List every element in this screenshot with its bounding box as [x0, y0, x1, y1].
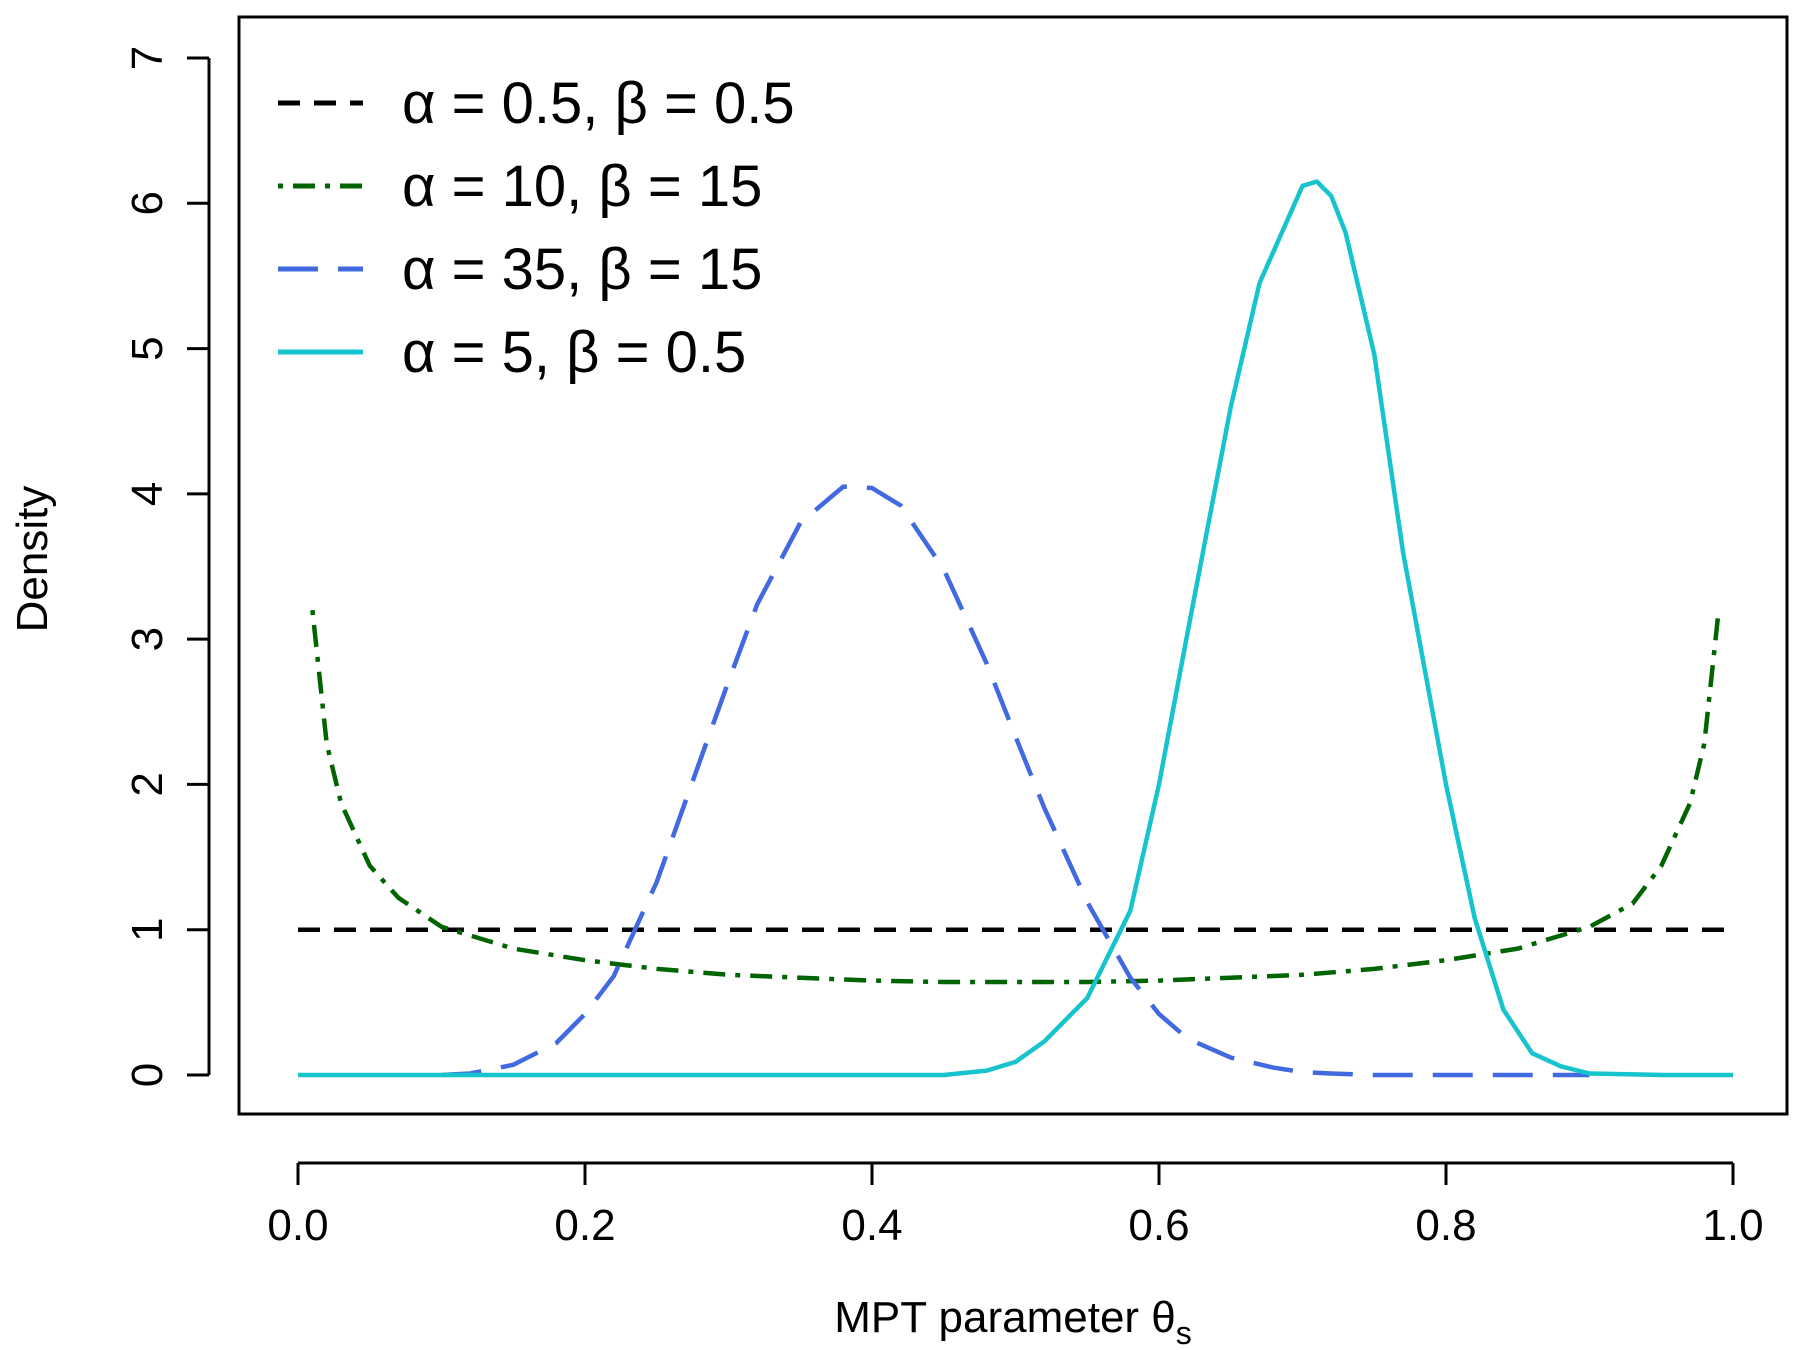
y-tick-label: 7	[123, 46, 172, 70]
y-tick-label: 2	[123, 772, 172, 796]
legend-label-4: α = 5, β = 0.5	[402, 320, 746, 385]
y-tick-label: 6	[123, 191, 172, 215]
x-tick-label: 0.4	[841, 1201, 902, 1250]
y-tick-label: 1	[123, 917, 172, 941]
y-tick-label: 0	[123, 1063, 172, 1087]
y-tick-label: 5	[123, 336, 172, 360]
plot-frame	[237, 15, 1789, 1116]
x-tick-label: 0.2	[554, 1201, 615, 1250]
x-axis: 0.0 0.2 0.4 0.6 0.8 1.0	[267, 1161, 1764, 1250]
legend: α = 0.5, β = 0.5 α = 10, β = 15 α = 35, β …	[278, 71, 795, 385]
y-tick-label: 4	[123, 482, 172, 506]
y-tick-label: 3	[123, 627, 172, 651]
legend-label-1: α = 0.5, β = 0.5	[402, 71, 795, 136]
x-tick-label: 1.0	[1702, 1201, 1763, 1250]
series-line-3	[441, 484, 1590, 1078]
legend-label-2: α = 10, β = 15	[402, 154, 762, 219]
x-axis-title: MPT parameter θs	[834, 1293, 1192, 1350]
series-line-4	[298, 179, 1733, 1078]
y-axis: 0 1 2 3 4 5 6 7	[123, 46, 211, 1087]
x-tick-label: 0.6	[1128, 1201, 1189, 1250]
legend-label-3: α = 35, β = 15	[402, 237, 762, 302]
y-axis-title: Density	[8, 486, 57, 633]
x-tick-label: 0.8	[1415, 1201, 1476, 1250]
series-line-2	[310, 609, 1721, 985]
x-tick-label: 0.0	[267, 1201, 328, 1250]
series-layer	[298, 179, 1733, 1078]
